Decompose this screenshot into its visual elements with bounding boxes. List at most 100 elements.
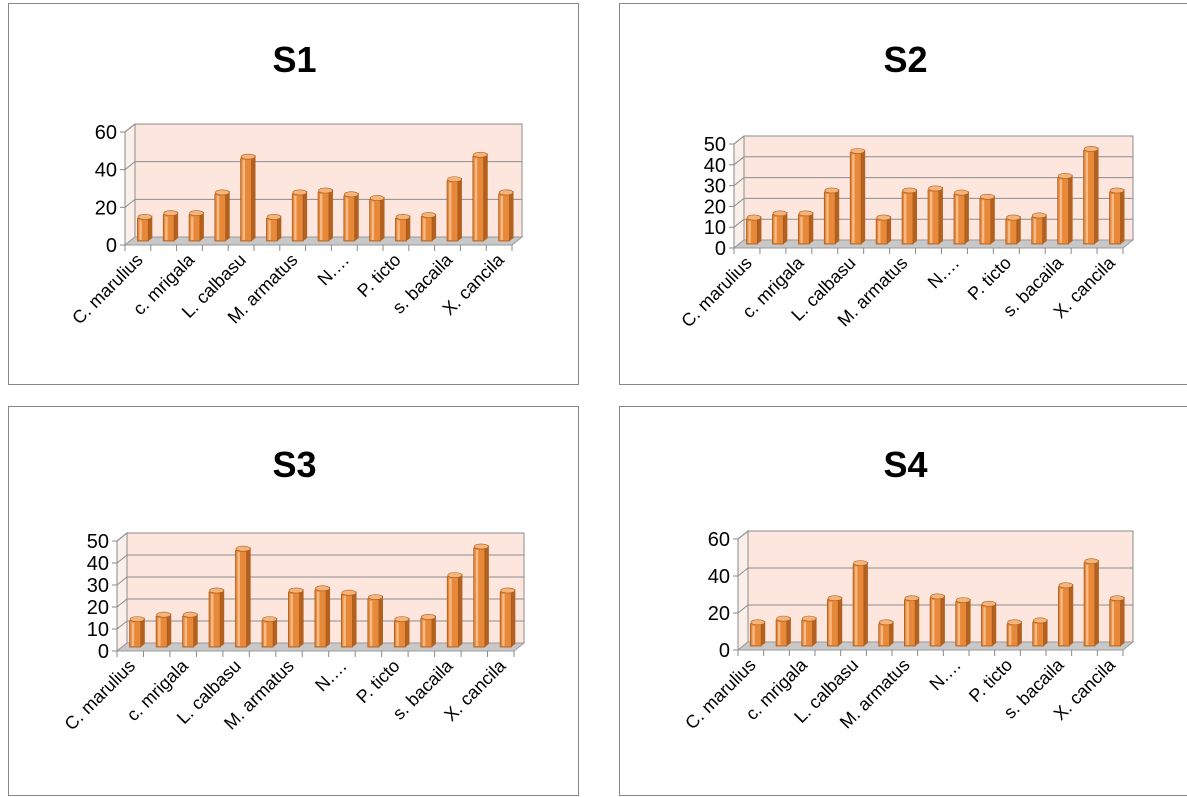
gridline [116,554,524,564]
bar [955,597,971,647]
x-tick-label: N.… [311,656,351,696]
bar [291,189,308,242]
bar [823,187,840,245]
bar [875,214,892,245]
y-tick-label: 30 [87,575,109,597]
chart-title: S1 [272,39,316,80]
y-tick-label: 40 [704,155,726,177]
y-tick-label: 60 [708,529,730,551]
y-tick-label: 20 [704,196,726,218]
y-tick-label: 0 [719,640,730,662]
y-tick-label: 20 [95,197,117,219]
x-tick-label: C. marulius [61,656,140,735]
gridline [733,135,1133,145]
gridline [124,123,522,133]
bar [235,545,251,648]
bar [1031,212,1047,245]
bar [498,189,514,242]
bar [188,210,204,242]
bar [1006,619,1022,647]
bar [446,176,462,242]
x-tick-label: C. marulius [68,250,147,329]
bar [827,595,843,647]
y-tick-label: 60 [95,122,117,144]
gridline [737,567,1133,577]
bar [367,594,383,648]
bar [901,187,918,245]
plot-side-wall [124,122,136,247]
bar [369,195,385,242]
plot-side-wall [733,134,745,250]
bar [129,616,145,648]
chart-panel-s1: S1 0 20 40 60 C. marulius c. mrigala L. calbasu… [8,3,579,385]
bar [473,543,489,648]
y-tick-label: 10 [87,619,109,641]
gridline [733,156,1133,166]
gridline [116,598,524,608]
bar [420,212,437,242]
y-tick-label: 40 [95,160,117,182]
gridline [733,197,1133,207]
bar [981,600,997,647]
bar [904,595,920,647]
bar [797,210,814,245]
gridline [124,198,522,208]
bar [775,615,791,647]
x-tick-label: N.… [924,253,964,293]
y-tick-label: 10 [704,217,726,239]
gridline [116,620,524,630]
bar [499,587,516,648]
bar [472,151,488,242]
y-tick-label: 0 [715,238,726,260]
bar [288,587,304,648]
bar [137,213,153,242]
gridline [733,177,1133,186]
bar [979,193,995,245]
bar [155,611,172,648]
bar [208,587,225,648]
bar [420,613,436,648]
x-tick-label: P. ticto [353,250,404,301]
bar [1109,187,1125,245]
bar [746,214,762,245]
bar [852,560,868,647]
bar [929,593,945,647]
chart-panel-s4: S4 0 20 40 60 C. marulius c. mrigala L. calbasu… [619,406,1187,796]
y-tick-label: 20 [708,603,730,625]
bar [314,585,331,648]
bar [446,572,463,648]
gridline [116,532,524,542]
bar [214,189,230,242]
bar [849,148,866,245]
bar [1083,558,1099,647]
gridline [737,604,1133,614]
y-tick-label: 50 [87,531,109,553]
y-tick-label: 20 [87,597,109,619]
y-tick-label: 0 [98,641,109,663]
x-tick-label: N.… [314,250,354,290]
bar [801,615,817,647]
bar [1058,582,1074,647]
chart-panel-s3: S3 0 10 20 30 40 50 C. marulius c. mrigala L. cal… [8,406,579,796]
y-tick-label: 40 [708,566,730,588]
gridline [733,218,1133,228]
gridline [116,576,524,586]
bar [266,213,282,242]
bar [927,185,943,245]
bar [1109,595,1125,647]
gridline [737,530,1133,540]
bar [1083,145,1099,245]
y-tick-label: 30 [704,176,726,198]
plot-side-wall [737,529,749,652]
x-tick-label: C. marulius [677,253,756,332]
x-tick-label: C. marulius [681,655,760,734]
bar [1057,173,1073,245]
x-tick-label: N.… [925,655,965,695]
bar [393,616,410,648]
bar [341,589,357,648]
chart-panel-s2: S2 0 10 20 30 40 50 C. marulius c. mrigala L. cal… [619,3,1187,385]
